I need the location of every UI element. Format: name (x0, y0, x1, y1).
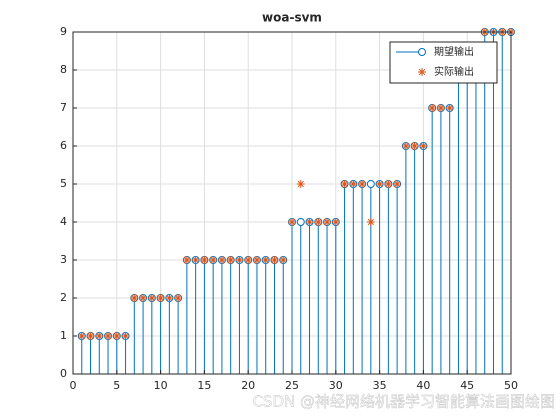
point (401, 142, 410, 150)
point (436, 104, 445, 112)
x-tick-label: 45 (460, 379, 474, 392)
x-tick-label: 20 (241, 379, 255, 392)
point (393, 180, 402, 188)
stem-marker (366, 180, 375, 188)
legend-box (389, 41, 498, 84)
point (191, 256, 200, 264)
point (384, 180, 393, 188)
x-tick-label: 15 (197, 379, 211, 392)
y-tick-label: 0 (60, 367, 67, 380)
point (305, 218, 314, 226)
point (95, 332, 104, 340)
x-tick-label: 0 (70, 379, 77, 392)
point (419, 142, 428, 150)
x-tick-label: 50 (504, 379, 518, 392)
point (174, 294, 183, 302)
chart-title: woa-svm (262, 11, 322, 25)
point (165, 294, 174, 302)
legend-label: 期望输出 (434, 45, 474, 58)
x-tick-label: 40 (416, 379, 430, 392)
point (200, 256, 209, 264)
point (147, 294, 156, 302)
point (156, 294, 165, 302)
point (261, 256, 270, 264)
point (323, 218, 332, 226)
point (340, 180, 349, 188)
y-tick-label: 6 (60, 139, 67, 152)
point (445, 104, 454, 112)
y-tick-label: 5 (60, 177, 67, 190)
y-tick-label: 7 (60, 101, 67, 114)
point (288, 218, 296, 226)
point (244, 256, 253, 264)
y-tick-label: 4 (60, 215, 67, 228)
point (86, 332, 95, 340)
point (112, 332, 121, 340)
point (77, 332, 86, 340)
y-tick-label: 1 (60, 329, 67, 342)
point (428, 104, 437, 112)
point (235, 256, 244, 264)
point (349, 180, 358, 188)
legend-marker (418, 48, 426, 56)
point (331, 218, 340, 226)
x-tick-label: 10 (154, 379, 168, 392)
point (121, 332, 130, 340)
point (104, 332, 113, 340)
point (209, 256, 218, 264)
point (314, 218, 323, 226)
point (139, 294, 148, 302)
y-tick-label: 9 (60, 25, 67, 38)
y-tick-label: 3 (60, 253, 67, 266)
point (270, 256, 279, 264)
point (130, 294, 139, 302)
point (358, 180, 367, 188)
point (296, 180, 305, 188)
x-tick-label: 30 (329, 379, 343, 392)
legend-marker (418, 68, 426, 76)
x-tick-label: 25 (285, 379, 299, 392)
point (279, 256, 288, 264)
point (182, 256, 191, 264)
point (252, 256, 261, 264)
point (366, 218, 375, 226)
point (226, 256, 235, 264)
x-tick-label: 5 (113, 379, 120, 392)
watermark: CSDN @神经网络机器学习智能算法画图绘图 (252, 393, 555, 411)
y-tick-label: 2 (60, 291, 67, 304)
y-tick-label: 8 (60, 63, 67, 76)
point (375, 180, 384, 188)
legend-label: 实际输出 (434, 65, 474, 78)
marks (77, 28, 515, 374)
point (217, 256, 226, 264)
point (410, 142, 419, 150)
x-tick-label: 35 (373, 379, 387, 392)
stem-marker (296, 218, 305, 226)
